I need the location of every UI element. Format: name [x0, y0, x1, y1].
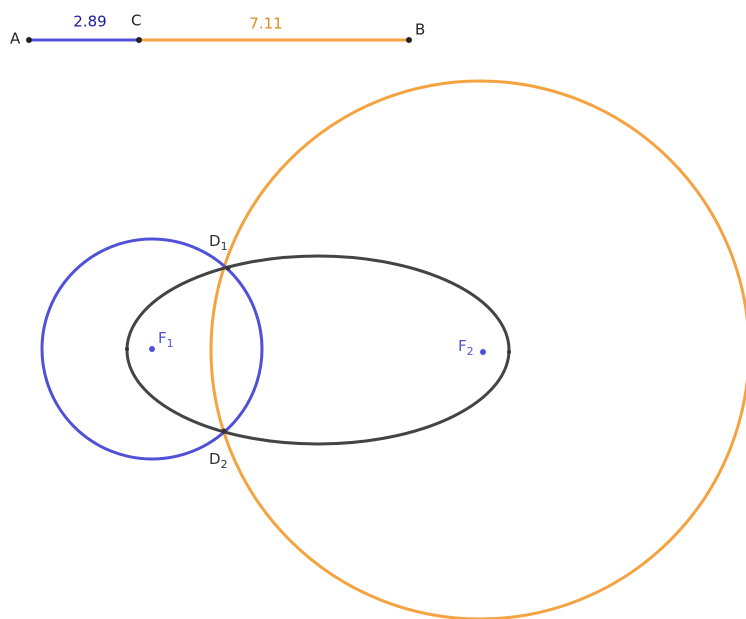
point-label: B — [415, 21, 425, 39]
point — [480, 349, 486, 355]
label-name: D — [209, 232, 221, 250]
point — [136, 37, 142, 43]
point-label: F1 — [158, 329, 174, 351]
point — [406, 37, 412, 43]
point-label: F2 — [458, 337, 474, 359]
label-sub: 2 — [467, 345, 474, 358]
circle-orange — [209, 79, 746, 619]
label-name: D — [209, 450, 221, 468]
segment-label: 2.89 — [73, 13, 106, 31]
point — [221, 428, 227, 434]
point — [225, 265, 231, 271]
label-sub: 1 — [221, 240, 228, 253]
point-label: A — [10, 30, 21, 48]
label-sub: 2 — [221, 458, 228, 471]
label-sub: 1 — [167, 337, 174, 350]
circle-blue — [40, 237, 264, 461]
point-label: C — [131, 12, 141, 30]
vertex — [125, 347, 129, 351]
point-label: D1 — [209, 232, 228, 254]
ellipse — [125, 254, 511, 446]
vertex — [507, 350, 511, 354]
point — [26, 37, 32, 43]
point — [149, 346, 155, 352]
segment-label: 7.11 — [249, 15, 282, 33]
point-label: D2 — [209, 450, 228, 472]
label-name: F — [158, 329, 167, 347]
label-name: F — [458, 337, 467, 355]
